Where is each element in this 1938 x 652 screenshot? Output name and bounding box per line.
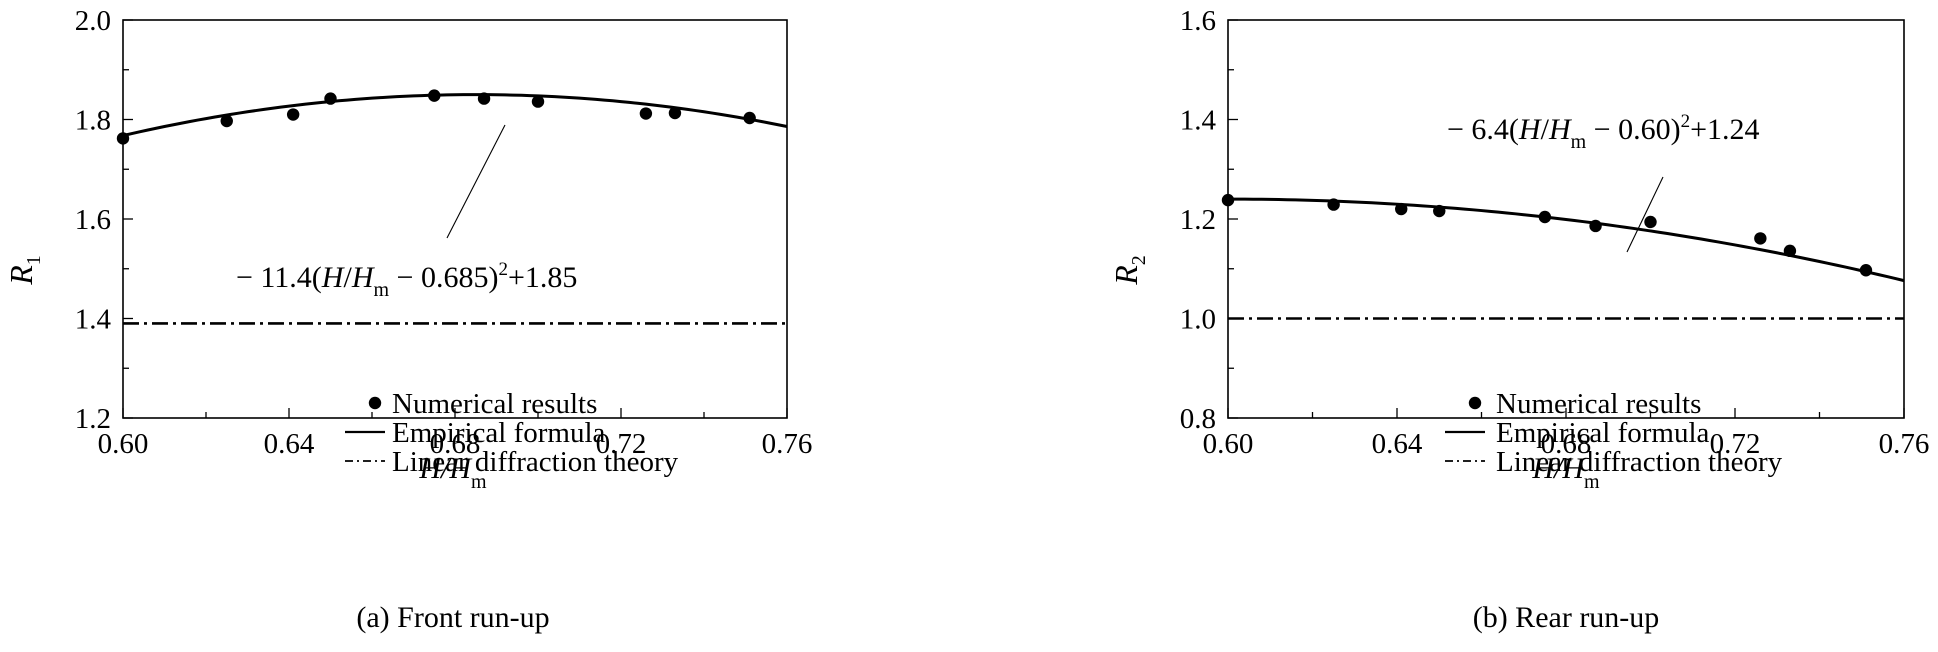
x-axis-label-sub: m [1584,471,1600,493]
data-point [477,92,491,105]
data-point [639,107,653,120]
annotation-h: H [1518,113,1543,146]
x-axis-label-main: H/H [418,452,473,485]
annotation-sup: 2 [1681,111,1691,132]
legend-marker-points [1468,396,1482,410]
y-axis-label-main: R [3,265,39,286]
x-axis-label: H/Hm [1531,452,1600,493]
chart-panel: 0.60 0.64 0.68 0.72 0.760.81.01.21.41.6R2H/H… [1108,5,1929,634]
y-axis-label: R2 [1108,255,1150,286]
annotation-mid: − 0.60) [1586,113,1680,146]
annotation-sub: m [1571,131,1587,153]
y-axis-label-sub: 2 [1128,255,1150,265]
data-point [220,114,233,128]
annotation-h: H [321,261,346,294]
data-point [428,89,441,102]
x-axis-label: H/Hm [418,452,487,493]
x-tick-label: 0.72 [596,428,647,460]
x-tick-label: 0.68 [430,428,481,460]
annotation-leader [1626,176,1664,253]
data-point [531,95,545,108]
data-point [1538,210,1552,224]
annotation-prefix: − 11.4( [236,261,322,294]
data-point [1783,244,1797,258]
plot-frame [122,19,788,419]
legend-label: Linear diffraction theory [392,446,679,478]
data-point [1754,232,1767,245]
y-tick-label: 2.0 [75,5,111,37]
data-point [1327,198,1340,211]
panel-caption: (b) Rear run-up [1473,601,1660,634]
x-tick-label: 0.64 [264,428,315,460]
formula-annotation: − 11.4(H/Hm − 0.685)2+1.85 [236,259,577,301]
x-tick-label: 0.76 [762,428,813,460]
annotation-mid: − 0.685) [389,261,498,294]
data-point [1221,193,1235,207]
y-tick-label: 1.8 [75,105,111,137]
annotation-prefix: − 6.4( [1447,113,1519,146]
x-tick-label: 0.60 [1203,428,1254,460]
data-point [116,132,130,145]
x-tick-label: 0.76 [1879,428,1930,460]
data-point [743,111,756,125]
legend-label: Linear diffraction theory [1496,446,1783,478]
annotation-suffix: +1.85 [508,261,577,294]
annotation-slash: / [1541,113,1550,146]
y-tick-label: 1.4 [75,304,112,336]
x-axis-label-main: H/H [1531,452,1586,485]
x-axis-label-sub: m [471,471,487,493]
data-point [1589,219,1602,233]
formula-annotation: − 6.4(H/Hm − 0.60)2+1.24 [1447,111,1760,153]
annotation-sup: 2 [498,259,508,280]
data-point [668,106,682,120]
data-point [1433,204,1446,218]
data-point [1395,202,1408,216]
annotation-sub: m [373,279,389,301]
chart-panel: 0.60 0.64 0.68 0.72 0.761.21.41.61.82.0R1H/H… [3,5,812,634]
y-tick-label: 0.8 [1180,403,1216,435]
y-axis-label-main: R [1108,265,1144,286]
y-axis-label-sub: 1 [23,255,45,265]
legend-label: Empirical formula [392,417,606,449]
annotation-slash: / [343,261,352,294]
x-tick-label: 0.60 [98,428,149,460]
x-tick-label: 0.72 [1710,428,1761,460]
y-tick-label: 1.6 [75,204,111,236]
annotation-hm: H [351,261,376,294]
annotation-suffix: +1.24 [1690,113,1759,146]
data-point [324,92,337,105]
y-tick-label: 1.2 [1180,204,1216,236]
y-tick-label: 1.2 [75,403,111,435]
formula-curve [1227,197,1905,283]
y-tick-label: 1.0 [1180,304,1216,336]
data-point [1859,264,1873,277]
data-point [1644,215,1657,229]
legend-marker-points [368,396,382,410]
y-tick-label: 1.6 [1180,5,1216,37]
legend-label: Empirical formula [1496,417,1710,449]
annotation-leader [446,124,506,239]
formula-curve [122,93,788,138]
legend-label: Numerical results [392,388,597,420]
annotation-hm: H [1548,113,1573,146]
x-tick-label: 0.64 [1372,428,1423,460]
y-axis-label: R1 [3,255,45,286]
y-tick-label: 1.4 [1180,105,1217,137]
legend-label: Numerical results [1496,388,1701,420]
panel-caption: (a) Front run-up [356,601,549,634]
x-tick-label: 0.68 [1541,428,1592,460]
data-point [286,108,300,121]
